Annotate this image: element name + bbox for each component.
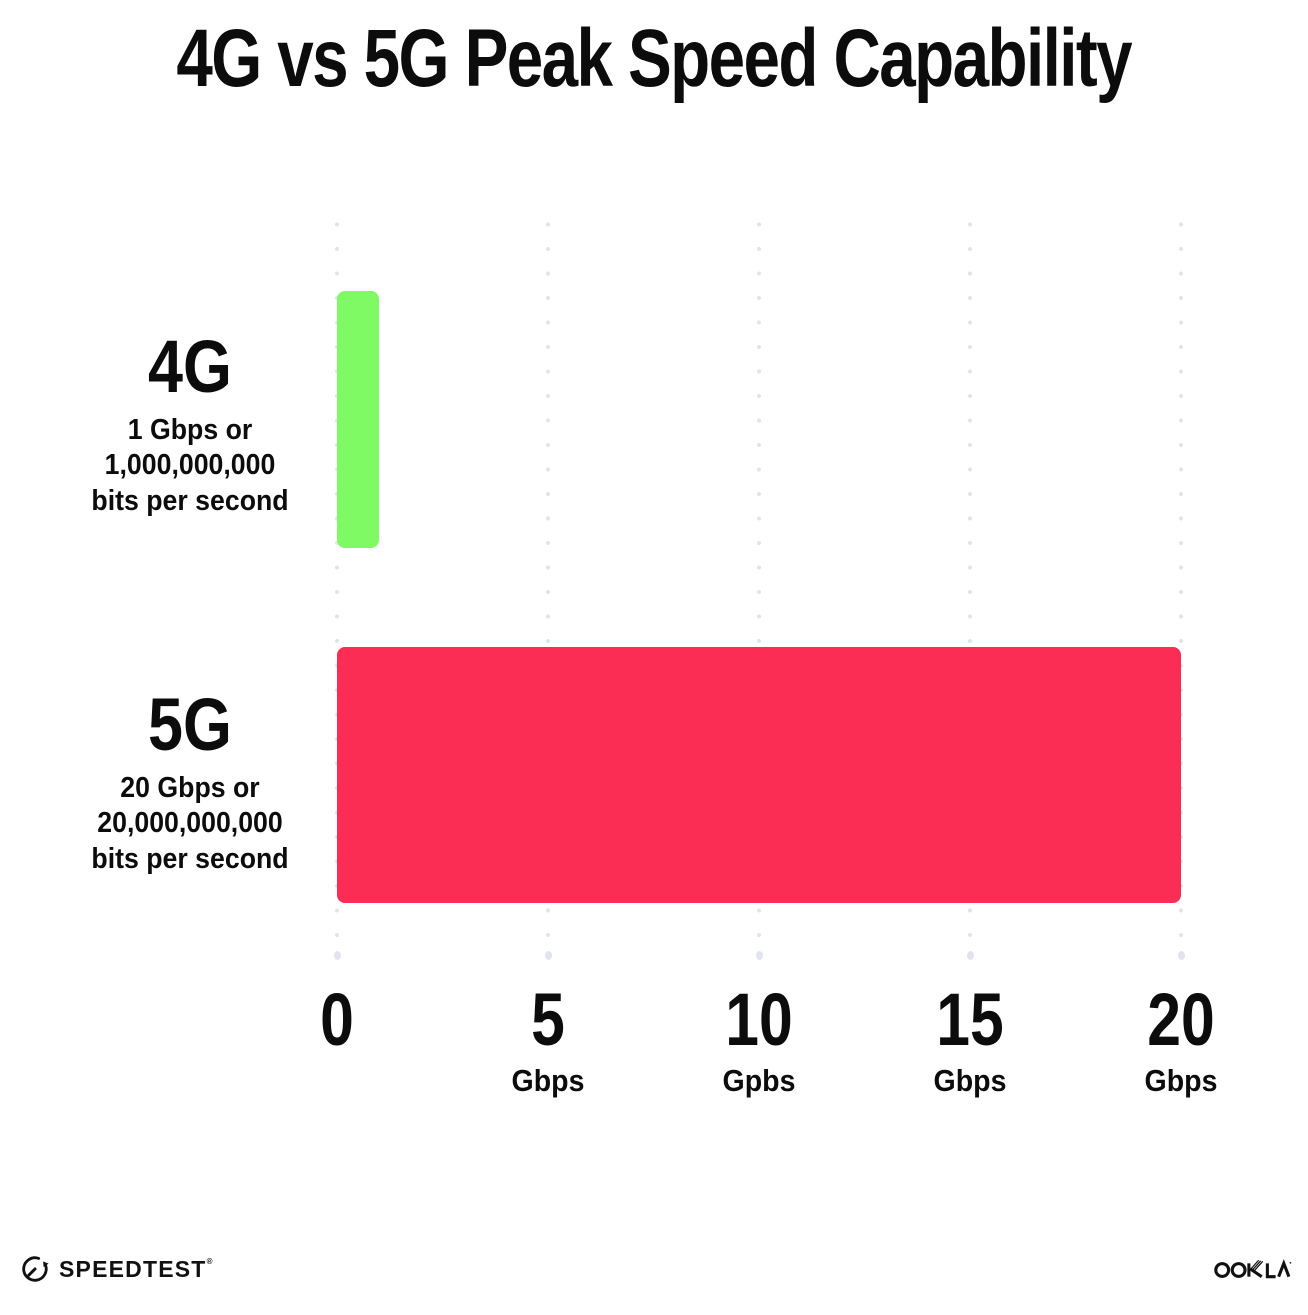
speedtest-logo: SPEEDTEST® [20,1254,214,1284]
speedtest-gauge-icon [22,1256,49,1282]
gridline-5 [545,222,551,955]
sublabel-line: 1,000,000,000 [104,449,276,482]
x-tick-unit: Gbps [1144,1063,1218,1099]
gridline-10 [756,222,762,955]
speedtest-wordmark: SPEEDTEST® [59,1255,214,1282]
x-tick-number: 0 [320,978,354,1061]
sublabel-line: bits per second [91,484,289,517]
chart-title-wrap: 4G vs 5G Peak Speed Capability [0,13,1308,104]
ookla-logo [1214,1258,1292,1285]
sublabel-line: 20 Gbps or [120,772,260,804]
gridline-15 [967,222,973,955]
plot-area [334,222,1184,955]
x-tick-10: 10 Gpbs [718,978,800,1099]
category-label-4g: 4G [148,325,232,408]
bar-5g [337,647,1181,903]
category-sublabel-4g: 1 Gbps or 1,000,000,000 bits per second [43,413,337,519]
sublabel-line: bits per second [91,842,289,875]
x-tick-20: 20 Gbps [1140,978,1222,1099]
x-tick-number: 15 [936,978,1004,1061]
gridline-20 [1178,222,1184,955]
category-sublabel-5g: 20 Gbps or 20,000,000,000 bits per secon… [43,771,337,877]
x-tick-0: 0 [316,978,357,1061]
sublabel-line: 20,000,000,000 [97,807,283,840]
x-tick-unit: Gpbs [722,1063,796,1099]
x-tick-number: 10 [725,978,793,1061]
x-tick-unit: Gbps [933,1063,1007,1099]
category-label-5g: 5G [148,683,232,766]
sublabel-line: 1 Gbps or [127,414,253,446]
gridline-0 [334,222,340,955]
x-tick-5: 5 Gbps [508,978,587,1099]
x-tick-unit: Gbps [511,1063,585,1099]
x-axis: 0 5 Gbps 10 Gpbs 15 Gbps 20 Gbps [320,978,1217,1115]
x-tick-number: 20 [1147,978,1215,1061]
row-label-4g: 4G 1 Gbps or 1,000,000,000 bits per seco… [30,330,350,519]
x-tick-number: 5 [531,978,565,1061]
trademark-symbol: ® [206,1256,214,1266]
row-label-5g: 5G 20 Gbps or 20,000,000,000 bits per se… [30,688,350,877]
ookla-wordmark-icon [1214,1259,1292,1279]
chart-title: 4G vs 5G Peak Speed Capability [176,13,1133,104]
bar-4g [337,291,380,548]
x-tick-15: 15 Gbps [929,978,1011,1099]
